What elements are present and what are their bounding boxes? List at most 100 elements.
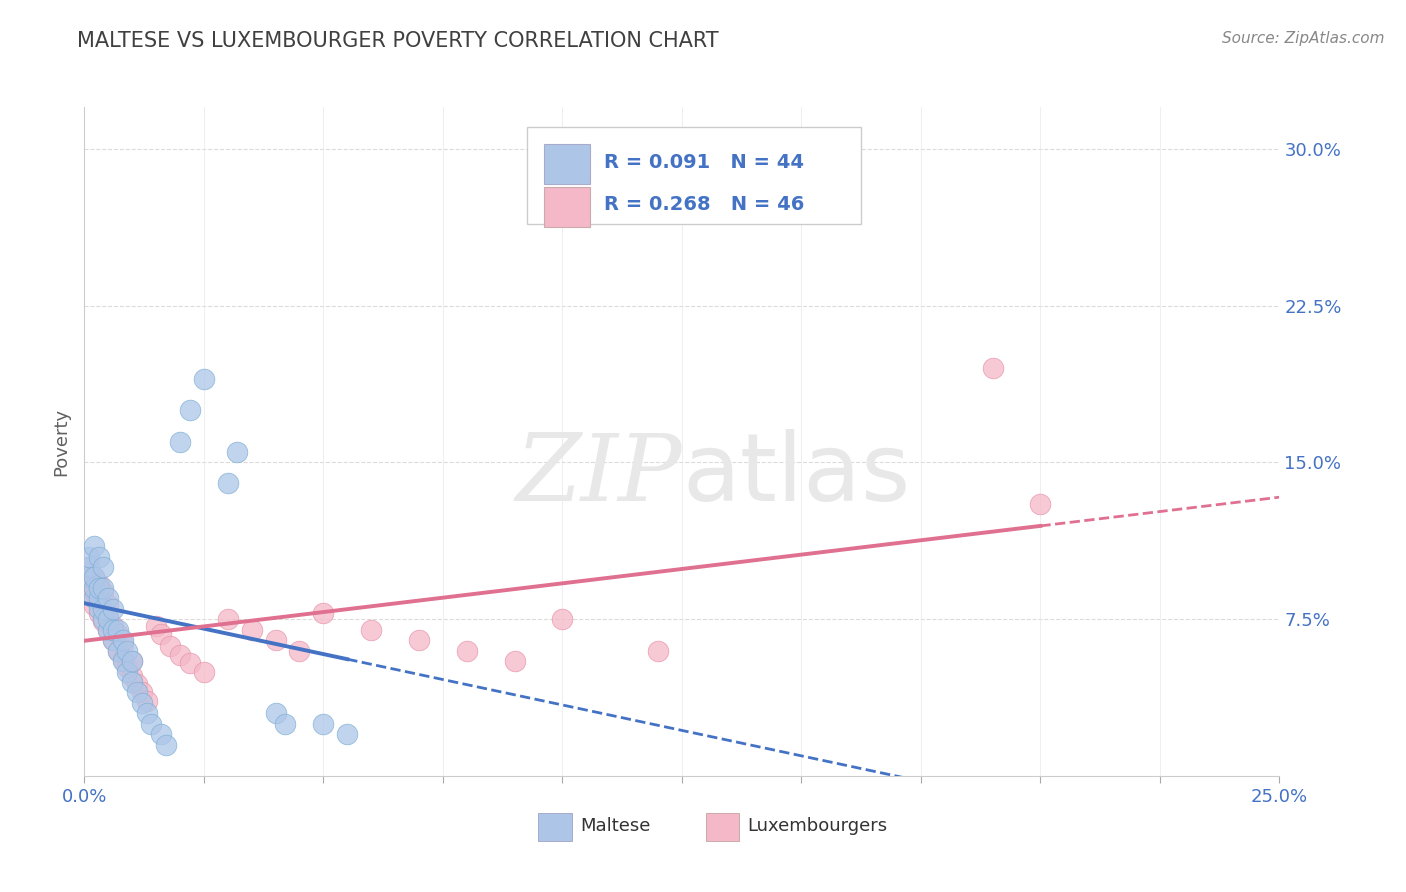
Point bbox=[155, 738, 177, 752]
Point bbox=[551, 612, 574, 626]
Point bbox=[101, 618, 124, 632]
Point bbox=[169, 434, 191, 449]
Point bbox=[97, 591, 120, 606]
Point bbox=[226, 445, 249, 459]
Point bbox=[981, 361, 1004, 376]
Point bbox=[93, 560, 115, 574]
Point bbox=[87, 591, 110, 606]
Point bbox=[647, 643, 669, 657]
Point bbox=[117, 665, 139, 679]
Point bbox=[77, 560, 100, 574]
Point bbox=[145, 618, 167, 632]
Point bbox=[87, 549, 110, 564]
Text: ZIP: ZIP bbox=[515, 430, 682, 520]
Point bbox=[408, 633, 430, 648]
Point bbox=[117, 660, 139, 674]
Point bbox=[83, 591, 105, 606]
Point bbox=[179, 656, 201, 670]
Point bbox=[101, 623, 124, 637]
Point bbox=[131, 696, 153, 710]
Point bbox=[93, 581, 115, 595]
Point bbox=[101, 633, 124, 648]
Point bbox=[77, 560, 100, 574]
Point bbox=[193, 372, 215, 386]
Point bbox=[360, 623, 382, 637]
Point bbox=[77, 581, 100, 595]
Point bbox=[83, 570, 105, 584]
Point bbox=[312, 606, 335, 620]
Point bbox=[87, 606, 110, 620]
Point bbox=[125, 685, 148, 699]
FancyBboxPatch shape bbox=[544, 186, 591, 227]
Point bbox=[456, 643, 478, 657]
Point bbox=[141, 716, 163, 731]
Point bbox=[135, 706, 157, 721]
Point bbox=[107, 643, 129, 657]
Point bbox=[97, 623, 120, 637]
Y-axis label: Poverty: Poverty bbox=[52, 408, 70, 475]
Point bbox=[121, 654, 143, 668]
FancyBboxPatch shape bbox=[538, 813, 572, 841]
Point bbox=[121, 675, 143, 690]
Point bbox=[240, 623, 263, 637]
Point bbox=[149, 627, 172, 641]
Point bbox=[93, 615, 115, 629]
Point bbox=[87, 593, 110, 607]
Text: Maltese: Maltese bbox=[581, 817, 651, 835]
Point bbox=[125, 677, 148, 691]
Point bbox=[193, 665, 215, 679]
Point bbox=[312, 716, 335, 731]
Point bbox=[87, 576, 110, 591]
Point bbox=[111, 654, 134, 668]
Point bbox=[503, 654, 526, 668]
Point bbox=[111, 633, 134, 648]
FancyBboxPatch shape bbox=[527, 128, 862, 224]
Point bbox=[93, 601, 115, 615]
Point bbox=[131, 685, 153, 699]
Point bbox=[77, 549, 100, 564]
Point bbox=[274, 716, 297, 731]
Point bbox=[1029, 497, 1052, 511]
Point bbox=[159, 640, 181, 654]
Point bbox=[87, 581, 110, 595]
Point bbox=[93, 612, 115, 626]
Point bbox=[111, 652, 134, 666]
Point bbox=[217, 612, 239, 626]
Point bbox=[87, 601, 110, 615]
FancyBboxPatch shape bbox=[706, 813, 740, 841]
Point bbox=[97, 612, 120, 626]
Point bbox=[121, 669, 143, 683]
Point bbox=[217, 476, 239, 491]
FancyBboxPatch shape bbox=[544, 144, 591, 184]
Text: Luxembourgers: Luxembourgers bbox=[748, 817, 887, 835]
Point bbox=[83, 581, 105, 595]
Point bbox=[97, 610, 120, 624]
Point bbox=[83, 585, 105, 599]
Point bbox=[288, 643, 311, 657]
Point bbox=[135, 694, 157, 708]
Point bbox=[336, 727, 359, 741]
Text: R = 0.268   N = 46: R = 0.268 N = 46 bbox=[605, 195, 804, 214]
Point bbox=[264, 633, 287, 648]
Point bbox=[97, 598, 120, 612]
Point bbox=[83, 570, 105, 584]
Point bbox=[149, 727, 172, 741]
Point bbox=[77, 570, 100, 584]
Point bbox=[83, 539, 105, 553]
Point bbox=[117, 643, 139, 657]
Point bbox=[264, 706, 287, 721]
Text: R = 0.091   N = 44: R = 0.091 N = 44 bbox=[605, 153, 804, 171]
Point bbox=[77, 570, 100, 584]
Text: MALTESE VS LUXEMBOURGER POVERTY CORRELATION CHART: MALTESE VS LUXEMBOURGER POVERTY CORRELAT… bbox=[77, 31, 718, 51]
Point bbox=[169, 648, 191, 662]
Point bbox=[111, 637, 134, 651]
Point bbox=[107, 643, 129, 657]
Point bbox=[97, 623, 120, 637]
Point bbox=[83, 598, 105, 612]
Text: atlas: atlas bbox=[682, 429, 910, 521]
Point bbox=[121, 654, 143, 668]
Text: Source: ZipAtlas.com: Source: ZipAtlas.com bbox=[1222, 31, 1385, 46]
Point bbox=[179, 403, 201, 417]
Point bbox=[93, 585, 115, 599]
Point bbox=[93, 601, 115, 615]
